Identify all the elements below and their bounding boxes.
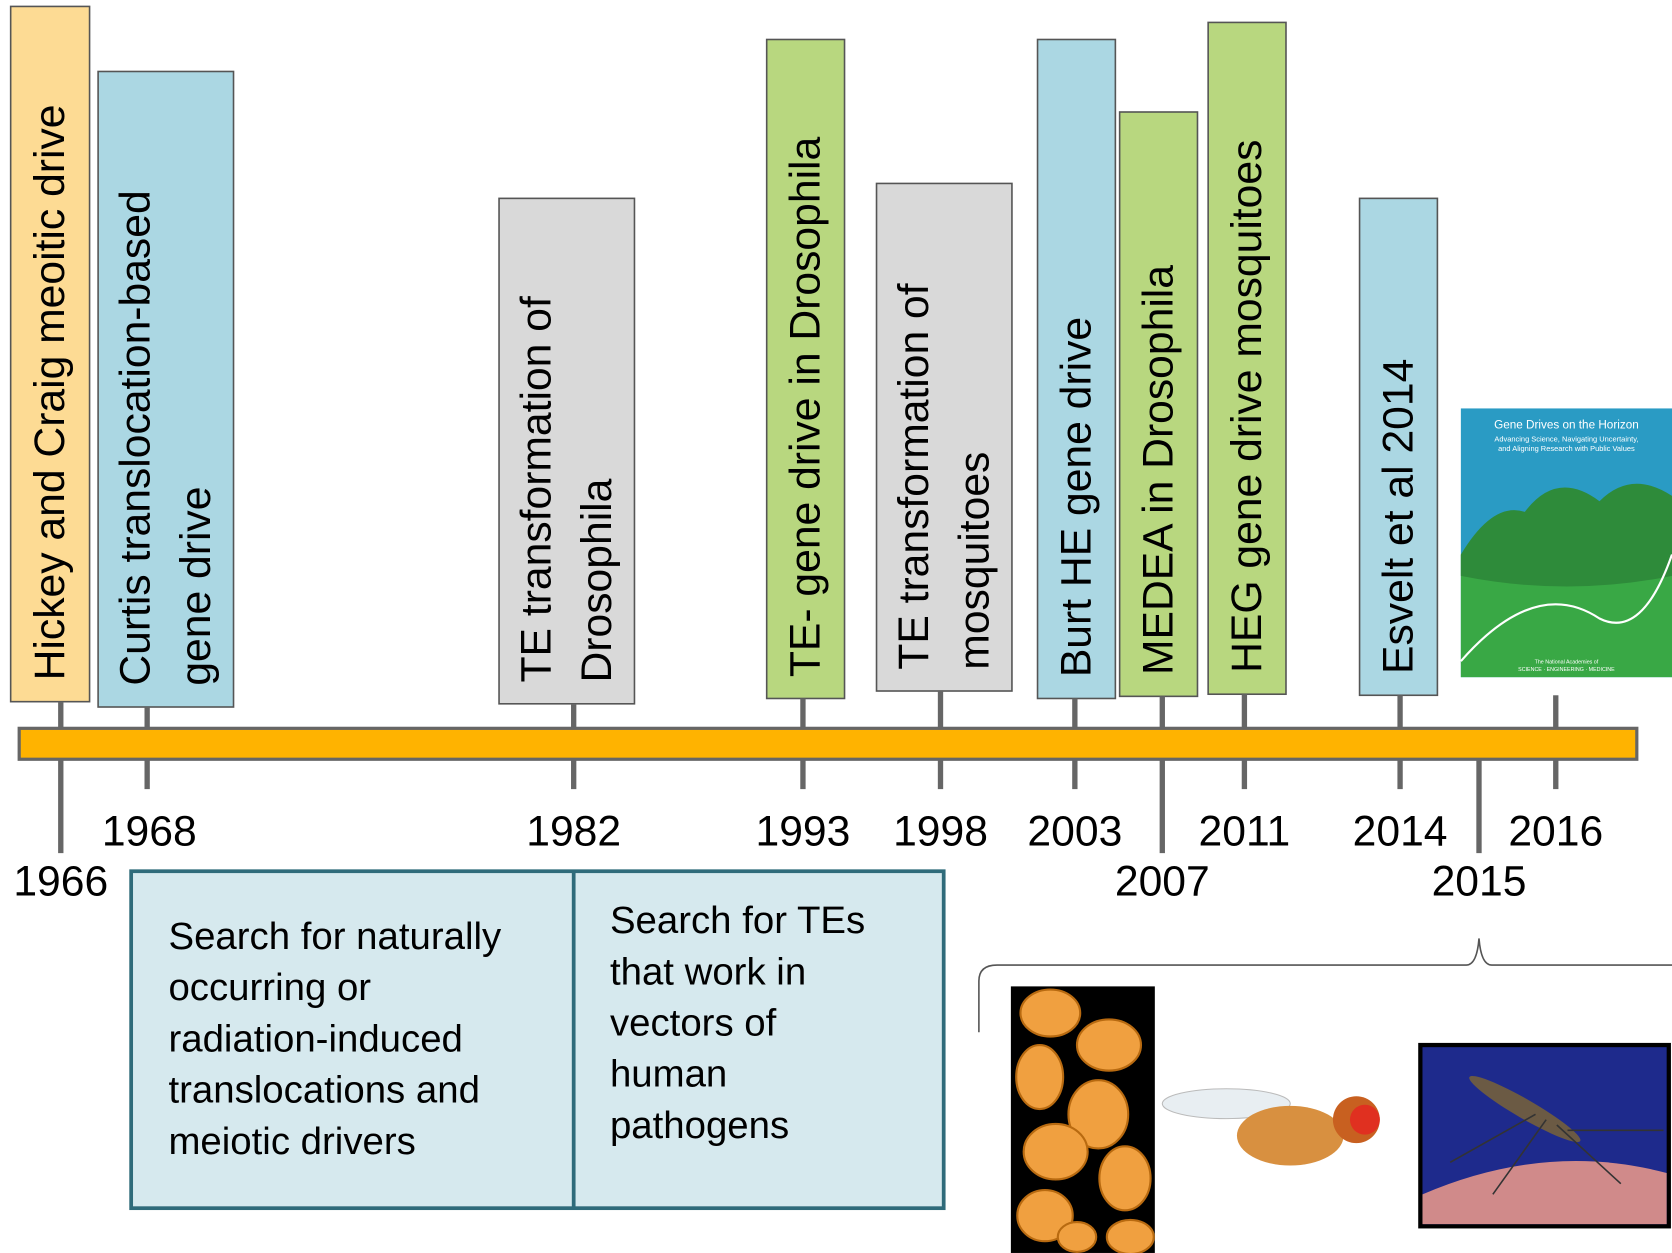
period-text: Search for TEs	[610, 899, 865, 942]
event-label: Curtis translocation-based	[111, 190, 159, 685]
book-title: Gene Drives on the Horizon	[1494, 419, 1639, 432]
period-text: translocations and	[168, 1069, 479, 1112]
event-box	[1358, 197, 1439, 697]
period-text: radiation-induced	[168, 1017, 462, 1060]
fly-body	[1236, 1105, 1344, 1166]
mosquito-body	[1469, 1075, 1581, 1143]
year-label: 2003	[1027, 808, 1122, 856]
event-box	[765, 38, 846, 700]
book-subtitle: Advancing Science, Navigating Uncertaint…	[1494, 434, 1638, 443]
event-box	[1118, 111, 1199, 698]
yeast-cell	[1067, 1079, 1130, 1150]
period-box	[129, 869, 946, 1211]
mosquito-leg	[1556, 1124, 1622, 1185]
year-label: 2015	[1432, 858, 1527, 906]
yeast-cell	[1056, 1220, 1098, 1253]
event-label: mosquitoes	[951, 452, 999, 670]
book-publisher: The National Academies of	[1535, 659, 1599, 665]
mosquito-leg	[1449, 1113, 1536, 1164]
yeast-cell	[1075, 1018, 1143, 1072]
period-text: Search for naturally	[168, 915, 502, 958]
event-label: Burt HE gene drive	[1052, 317, 1100, 677]
fly-eye	[1349, 1104, 1380, 1135]
year-label: 1968	[102, 808, 197, 856]
period-text: pathogens	[610, 1104, 789, 1147]
year-label: 2014	[1353, 808, 1448, 856]
period-text: human	[610, 1053, 727, 1096]
period-text: vectors of	[610, 1001, 777, 1044]
year-label: 2007	[1115, 858, 1210, 906]
event-box	[1207, 21, 1287, 696]
event-label: Esvelt et al 2014	[1374, 359, 1422, 674]
year-label: 1982	[526, 808, 621, 856]
yeast-cell	[1105, 1218, 1155, 1253]
book-trees	[1460, 483, 1672, 587]
yeast-cell	[1015, 1043, 1065, 1111]
event-label: MEDEA in Drosophila	[1135, 265, 1183, 675]
year-label: 2011	[1199, 808, 1291, 856]
book-subtitle: and Aligning Research with Public Values	[1498, 444, 1635, 453]
book-publisher: SCIENCE · ENGINEERING · MEDICINE	[1518, 667, 1615, 673]
book-dna	[1460, 554, 1672, 662]
mosquito-leg	[1492, 1119, 1547, 1195]
yeast-cell	[1022, 1122, 1089, 1181]
event-label: gene drive	[172, 487, 220, 686]
yeast-cell	[1016, 1188, 1074, 1243]
yeast-cell	[1098, 1145, 1152, 1212]
yeast-cell	[1019, 988, 1082, 1038]
event-box	[97, 70, 235, 708]
brace	[978, 938, 1672, 1033]
event-label: TE transformation of	[512, 296, 560, 682]
period-text: that work in	[610, 950, 806, 993]
timeline-bar	[17, 726, 1639, 761]
period-text: meiotic drivers	[168, 1120, 415, 1163]
year-label: 2016	[1508, 808, 1603, 856]
year-label: 1966	[13, 858, 108, 906]
content: Hickey and Craig meoitic drive 1966 Curtis…	[9, 5, 1672, 1253]
fly-wing	[1161, 1088, 1291, 1120]
event-box	[875, 182, 1013, 692]
event-label: Drosophila	[573, 478, 621, 682]
event-box	[1036, 38, 1117, 700]
event-label: TE transformation of	[890, 283, 938, 669]
year-label: 1993	[756, 808, 851, 856]
event-box	[498, 197, 636, 705]
period-text: occurring or	[168, 966, 371, 1009]
skin	[1422, 1160, 1667, 1225]
event-label: HEG gene drive mosquitoes	[1223, 140, 1271, 673]
event-box	[9, 5, 91, 703]
event-label: Hickey and Craig meoitic drive	[26, 104, 74, 680]
event-label: TE- gene drive in Drosophila	[782, 136, 830, 677]
year-label: 1998	[893, 808, 988, 856]
